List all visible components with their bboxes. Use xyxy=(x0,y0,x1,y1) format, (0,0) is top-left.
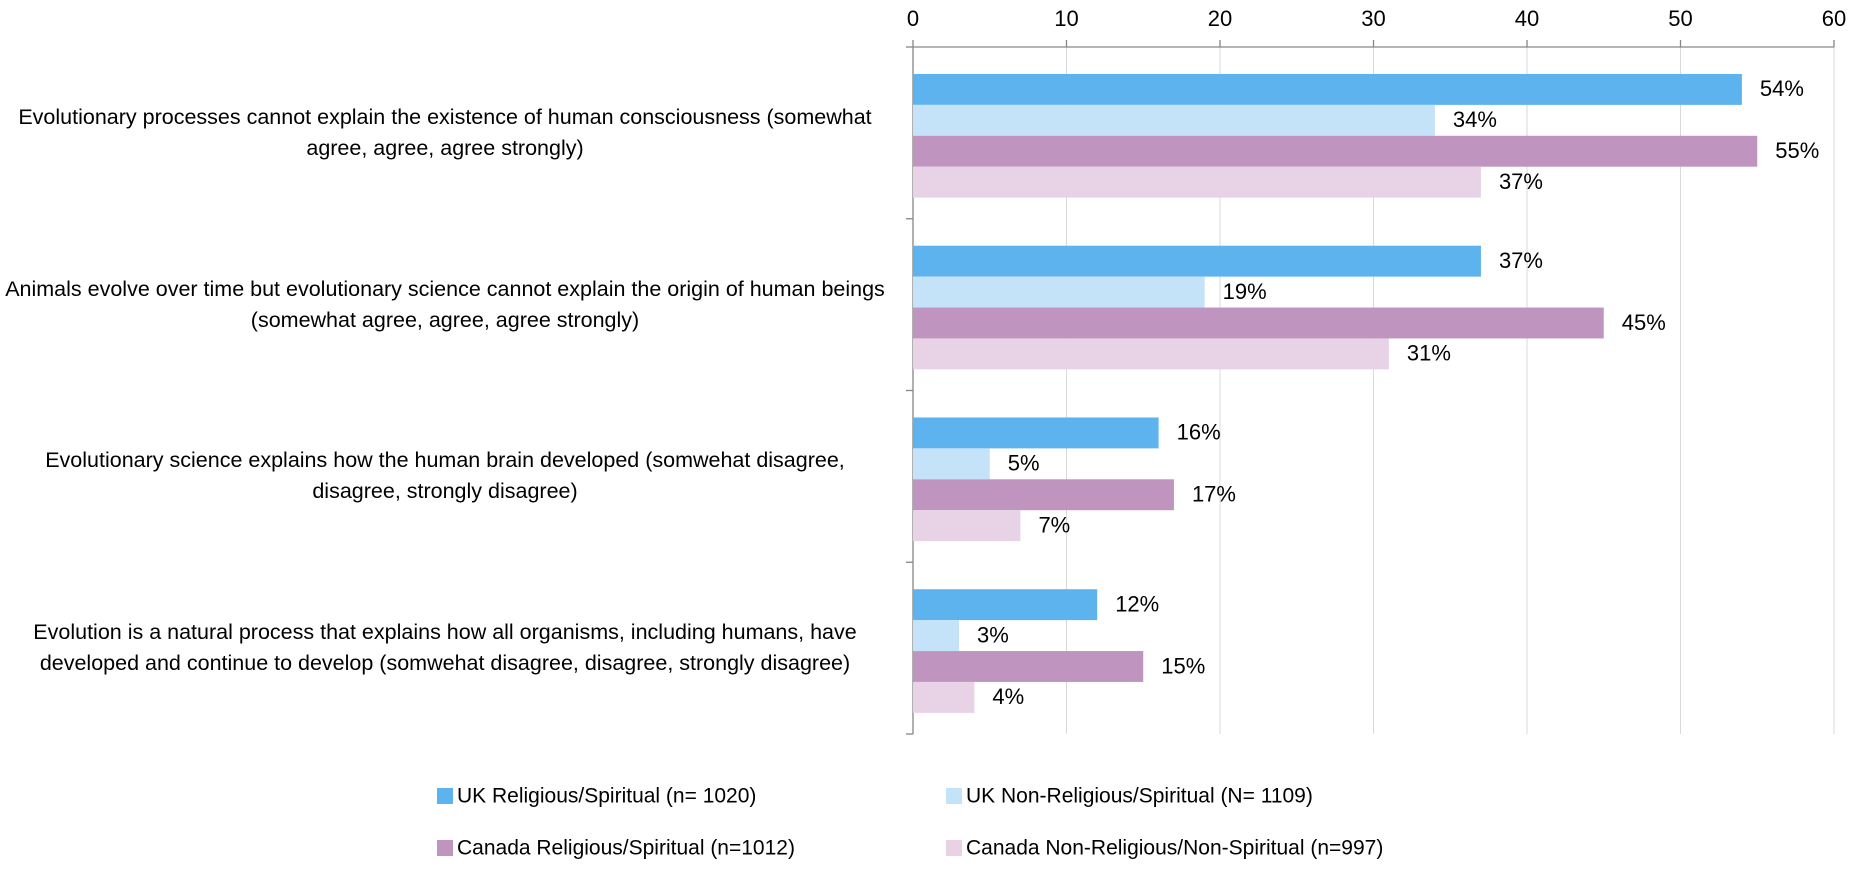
data-label: 54% xyxy=(1760,76,1804,101)
bar xyxy=(913,135,1758,167)
category-label: Animals evolve over time but evolutionar… xyxy=(5,276,885,332)
data-label: 15% xyxy=(1161,653,1205,678)
data-label: 37% xyxy=(1499,248,1543,273)
bar xyxy=(913,307,1604,339)
x-tick-label: 50 xyxy=(1668,6,1692,31)
bar xyxy=(913,73,1742,105)
data-label: 3% xyxy=(977,622,1009,647)
legend-swatch xyxy=(946,788,962,804)
category-label: Evolutionary science explains how the hu… xyxy=(45,448,845,504)
x-tick-label: 40 xyxy=(1515,6,1539,31)
bar xyxy=(913,620,960,652)
data-label: 19% xyxy=(1223,279,1267,304)
data-label: 12% xyxy=(1115,591,1159,616)
bar xyxy=(913,651,1144,682)
data-label: 7% xyxy=(1038,512,1070,537)
bar xyxy=(913,448,990,480)
bar xyxy=(913,166,1481,198)
bar xyxy=(913,338,1389,370)
legend-label: UK Non-Religious/Spiritual (N= 1109) xyxy=(966,785,1313,808)
category-label: Evolutionary processes cannot explain th… xyxy=(18,104,872,160)
data-label: 45% xyxy=(1622,310,1666,335)
x-tick-label: 10 xyxy=(1054,6,1078,31)
bar xyxy=(913,479,1174,511)
data-label: 4% xyxy=(992,684,1024,709)
x-tick-label: 20 xyxy=(1208,6,1232,31)
legend-swatch xyxy=(946,840,962,856)
bar xyxy=(913,681,975,713)
data-label: 17% xyxy=(1192,482,1236,507)
legend-label: UK Religious/Spiritual (n= 1020) xyxy=(457,785,756,808)
bar xyxy=(913,510,1021,542)
legend-label: Canada Non-Religious/Non-Spiritual (n=99… xyxy=(966,837,1383,860)
data-label: 55% xyxy=(1775,138,1819,163)
legend-swatch xyxy=(437,840,453,856)
bar xyxy=(913,589,1098,621)
bar xyxy=(913,276,1205,308)
legend-label: Canada Religious/Spiritual (n=1012) xyxy=(457,837,795,860)
data-label: 34% xyxy=(1453,107,1497,132)
legend-swatch xyxy=(437,788,453,804)
category-label: Evolution is a natural process that expl… xyxy=(33,620,857,676)
bar xyxy=(913,245,1481,277)
data-label: 31% xyxy=(1407,341,1451,366)
x-tick-label: 0 xyxy=(907,6,919,31)
data-label: 5% xyxy=(1008,451,1040,476)
bar xyxy=(913,417,1159,449)
x-tick-label: 30 xyxy=(1361,6,1385,31)
data-label: 37% xyxy=(1499,169,1543,194)
bar xyxy=(913,104,1435,136)
x-tick-label: 60 xyxy=(1822,6,1846,31)
data-label: 16% xyxy=(1177,420,1221,445)
